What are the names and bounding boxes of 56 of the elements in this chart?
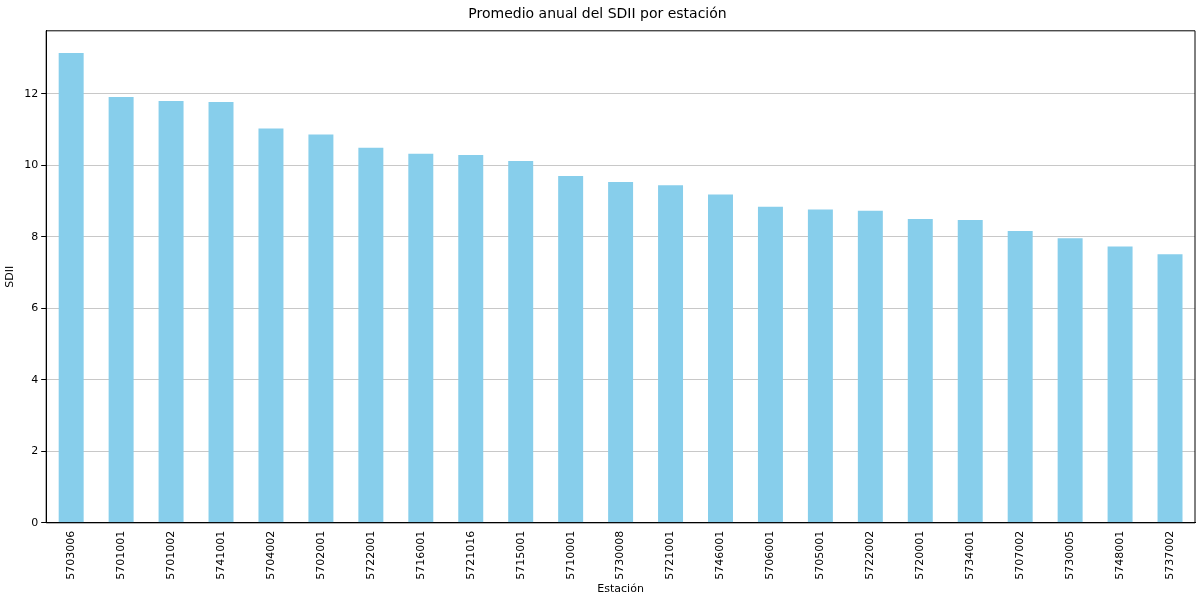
x-tick-label: 5721016	[463, 530, 477, 580]
x-tick-label: 5715001	[513, 530, 527, 580]
x-tick-label: 5710001	[563, 530, 577, 580]
bar	[658, 185, 684, 523]
x-tick-label: 5704002	[263, 530, 277, 580]
bar	[558, 175, 584, 523]
bar	[1157, 254, 1183, 523]
x-tick-label: 5730008	[613, 530, 627, 580]
bar	[1107, 246, 1133, 523]
y-tick-label: 2	[31, 444, 39, 458]
x-axis-title: Estación	[597, 582, 644, 596]
bar	[608, 182, 634, 523]
x-tick-label: 5722002	[863, 530, 877, 580]
x-tick-label: 5748001	[1112, 530, 1126, 580]
bar	[907, 218, 933, 523]
x-tick-label: 5705001	[813, 530, 827, 580]
y-tick-label: 6	[31, 301, 39, 315]
x-tick-label: 5721001	[663, 530, 677, 580]
bar	[807, 209, 833, 523]
y-axis-title: SDII	[3, 265, 17, 288]
bar	[308, 134, 334, 523]
bar	[757, 206, 783, 523]
bar	[458, 154, 484, 523]
bar	[108, 96, 134, 523]
y-tick-label: 12	[24, 86, 39, 100]
bar	[1007, 231, 1033, 523]
bar	[258, 128, 284, 523]
bar	[58, 52, 84, 523]
bar	[857, 210, 883, 523]
y-tick-label: 0	[31, 515, 39, 529]
bar	[508, 160, 534, 523]
bar	[208, 101, 234, 523]
y-tick-label: 8	[31, 229, 39, 243]
bar	[708, 194, 733, 523]
x-tick-label: 5707002	[1013, 530, 1027, 580]
x-tick-label: 5701002	[163, 530, 177, 580]
x-tick-label: 5706001	[763, 530, 777, 580]
x-tick-label: 5701001	[113, 530, 127, 580]
x-tick-label: 5737002	[1162, 530, 1176, 580]
x-tick-label: 5702001	[313, 530, 327, 580]
bar	[358, 147, 384, 523]
y-tick-label: 4	[31, 372, 39, 386]
bar	[957, 219, 983, 523]
x-tick-label: 5730005	[1062, 530, 1076, 580]
y-tick-label: 10	[24, 158, 39, 172]
x-tick-label: 5746001	[713, 530, 727, 580]
x-tick-label: 5734001	[963, 530, 977, 580]
x-tick-label: 5703006	[64, 530, 78, 580]
bar	[158, 100, 184, 523]
bar	[1057, 238, 1083, 523]
x-tick-label: 5720001	[913, 530, 927, 580]
x-tick-label: 5716001	[413, 530, 427, 580]
bar	[408, 153, 434, 523]
x-tick-label: 5741001	[213, 530, 227, 580]
chart-title: Promedio anual del SDII por estación	[468, 5, 727, 22]
x-tick-label: 5722001	[363, 530, 377, 580]
